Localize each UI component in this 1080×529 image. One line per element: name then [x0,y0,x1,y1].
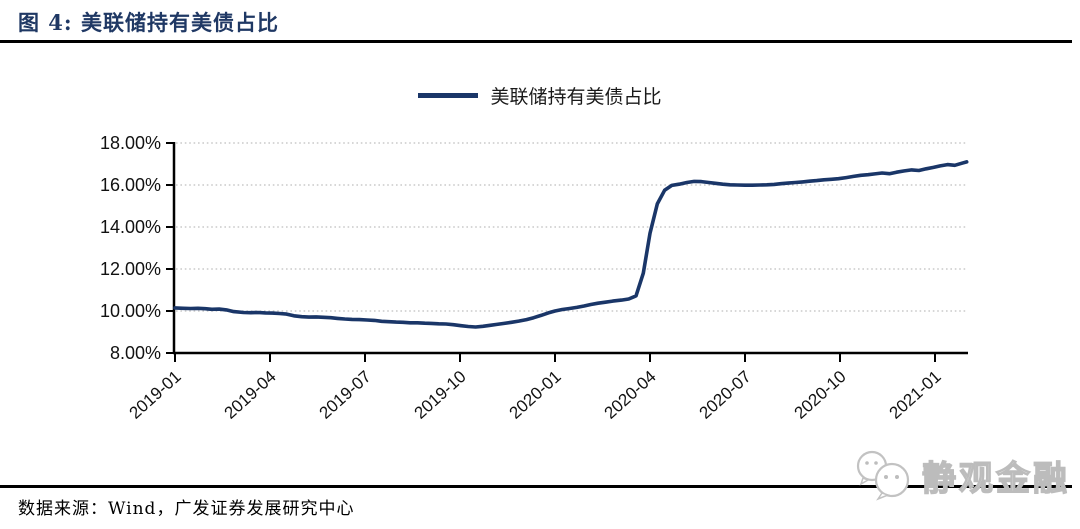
x-tick-label: 2019-01 [126,367,185,423]
x-tick-label: 2020-04 [601,367,660,423]
watermark: 静观金融 [852,449,1070,501]
legend-line-swatch [418,93,479,98]
watermark-label: 静观金融 [921,458,1070,499]
x-tick-label: 2021-01 [886,367,945,423]
figure-title: 图 4: 美联储持有美债占比 [18,10,279,35]
x-tick-label: 2019-04 [221,367,280,423]
chart-legend: 美联储持有美债占比 [0,82,1080,109]
series-line [173,160,969,329]
x-tick-label: 2019-07 [316,367,375,423]
y-tick-label: 18.00% [100,133,161,153]
y-tick-label: 16.00% [100,175,161,195]
top-divider [0,40,1072,43]
y-tick-label: 14.00% [100,217,161,237]
x-tick-label: 2020-07 [696,367,755,423]
x-tick-label: 2020-10 [791,367,850,423]
y-tick-label: 8.00% [110,343,161,363]
x-tick-label: 2019-10 [411,367,470,423]
y-tick-label: 12.00% [100,259,161,279]
x-tick-label: 2020-01 [506,367,565,423]
legend-label: 美联储持有美债占比 [490,86,662,108]
bottom-divider [0,485,1072,488]
y-tick-label: 10.00% [100,301,161,321]
wechat-icon [856,450,910,501]
data-source-note: 数据来源：Wind，广发证券发展研究中心 [18,499,355,519]
